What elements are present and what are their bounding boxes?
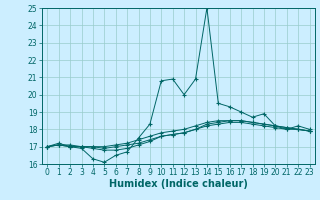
X-axis label: Humidex (Indice chaleur): Humidex (Indice chaleur) xyxy=(109,179,248,189)
